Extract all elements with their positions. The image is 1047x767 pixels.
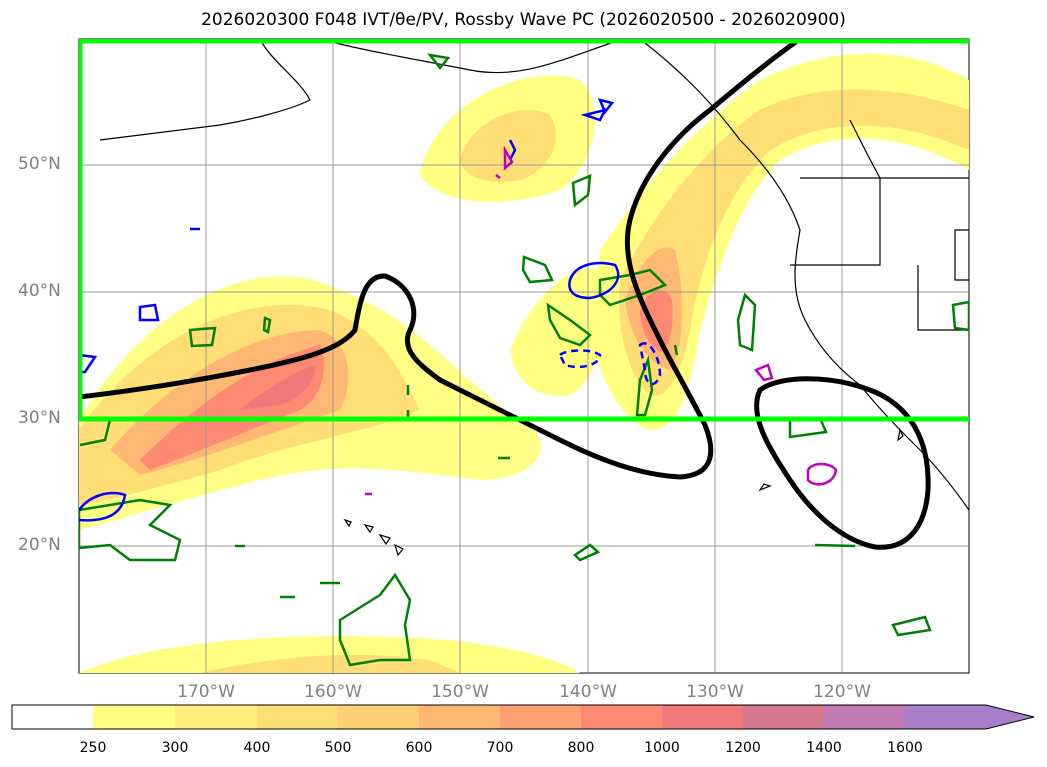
lon-label-160w: 160°W (304, 682, 362, 702)
lon-label-130w: 130°W (686, 682, 744, 702)
colorbar-tick-500: 500 (324, 740, 352, 756)
colorbar-tick-1000: 1000 (644, 740, 680, 756)
lat-label-30n: 30°N (18, 408, 61, 428)
colorbar-tick-600: 600 (405, 740, 433, 756)
theta-e-contours (79, 98, 662, 522)
colorbar-tick-300: 300 (161, 740, 189, 756)
page-title: 2026020300 F048 IVT/θe/PV, Rossby Wave P… (201, 10, 846, 30)
colorbar-tick-700: 700 (486, 740, 514, 756)
lat-label-50n: 50°N (18, 154, 61, 174)
colorbar-tick-1400: 1400 (806, 740, 842, 756)
magenta-contours (365, 145, 838, 496)
colorbar-tick-400: 400 (243, 740, 271, 756)
pv-contours (79, 53, 969, 667)
colorbar-tick-800: 800 (567, 740, 595, 756)
lat-label-40n: 40°N (18, 281, 61, 301)
ivt-shading (79, 53, 969, 673)
region-box (79, 39, 969, 422)
colorbar-tick-1200: 1200 (725, 740, 761, 756)
lon-label-120w: 120°W (813, 682, 871, 702)
lon-label-150w: 150°W (431, 682, 489, 702)
colorbar-tick-1600: 1600 (887, 740, 923, 756)
colorbar (11, 704, 1035, 730)
lon-label-140w: 140°W (559, 682, 617, 702)
colorbar-tick-250: 250 (79, 740, 107, 756)
lat-label-20n: 20°N (18, 535, 61, 555)
lon-label-170w: 170°W (177, 682, 235, 702)
rossby-wave-pc-contour (79, 39, 931, 550)
coastlines (99, 39, 969, 557)
